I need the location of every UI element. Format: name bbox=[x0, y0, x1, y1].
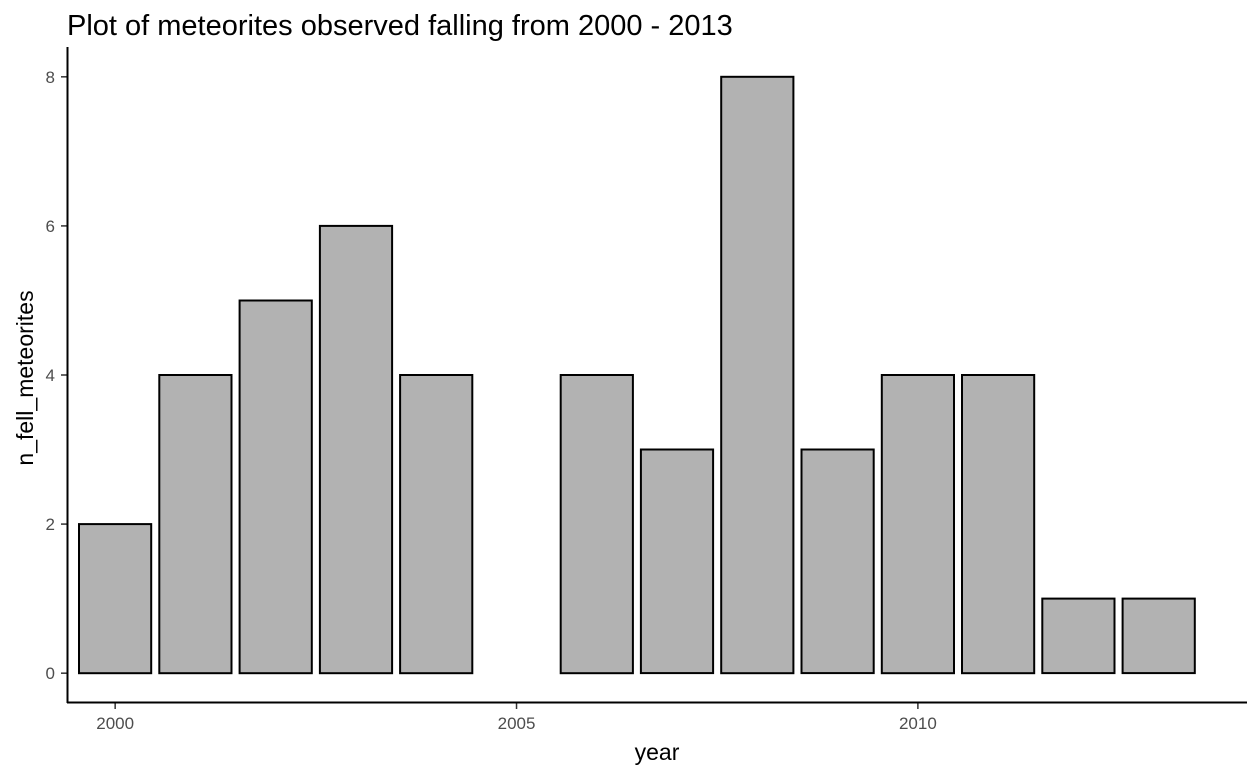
bar-2002 bbox=[238, 299, 313, 675]
bar-2010 bbox=[880, 374, 955, 675]
bar-2006 bbox=[559, 374, 634, 675]
x-tick-label: 2000 bbox=[96, 714, 134, 733]
bar-2001 bbox=[158, 374, 233, 675]
bar-2000 bbox=[78, 523, 153, 675]
bar-2013 bbox=[1121, 597, 1196, 675]
bar-2011 bbox=[961, 374, 1036, 675]
bar-2003 bbox=[318, 224, 394, 675]
y-tick-label: 0 bbox=[46, 664, 55, 683]
chart-title: Plot of meteorites observed falling from… bbox=[67, 10, 733, 42]
bars bbox=[78, 75, 1196, 675]
x-tick-label: 2005 bbox=[498, 714, 536, 733]
y-tick-label: 8 bbox=[46, 68, 55, 87]
y-tick-label: 2 bbox=[46, 515, 55, 534]
bar-2009 bbox=[800, 448, 875, 675]
y-axis-ticks: 0 2 4 6 8 bbox=[46, 68, 67, 683]
bar-2008 bbox=[720, 75, 795, 675]
bar-2007 bbox=[639, 448, 715, 675]
bar-2012 bbox=[1041, 597, 1116, 675]
y-tick-label: 4 bbox=[46, 366, 55, 385]
bar-2004 bbox=[399, 374, 474, 675]
y-axis-label: n_fell_meteorites bbox=[12, 290, 38, 465]
x-axis-label: year bbox=[635, 739, 680, 765]
x-axis-ticks: 2000 2005 2010 bbox=[96, 703, 937, 733]
x-tick-label: 2010 bbox=[899, 714, 937, 733]
y-tick-label: 6 bbox=[46, 217, 55, 236]
